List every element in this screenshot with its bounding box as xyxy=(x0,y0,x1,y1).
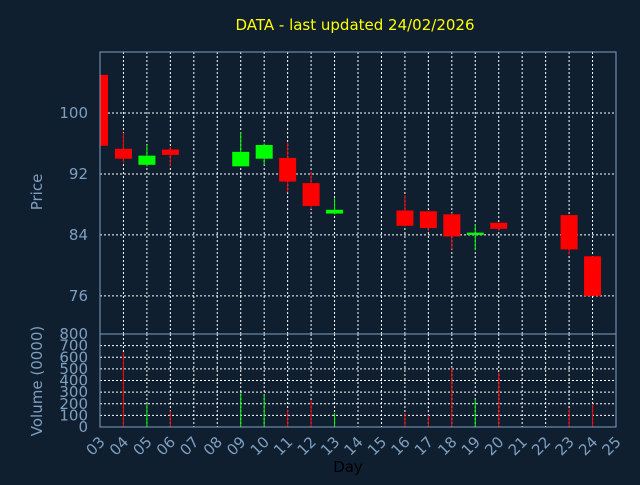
candle-body xyxy=(560,215,578,250)
price-tick-labels: 76 84 92 100 xyxy=(59,104,88,305)
volume-bars xyxy=(122,352,594,427)
candle-body xyxy=(326,209,344,214)
x-tick-label: 10 xyxy=(247,433,273,459)
candle-body xyxy=(584,256,602,296)
candle-body xyxy=(114,148,132,159)
x-tick-label: 23 xyxy=(552,433,578,459)
candle-body xyxy=(419,211,437,229)
x-tick-label: 03 xyxy=(83,433,109,459)
price-tick-label: 84 xyxy=(69,226,88,244)
x-tick-label: 14 xyxy=(341,433,367,459)
candle-body xyxy=(443,214,461,237)
volume-plot-frame xyxy=(99,333,617,428)
candle-body xyxy=(100,74,108,146)
x-tick-label: 07 xyxy=(176,433,202,459)
volume-tick-label: 200 xyxy=(59,395,88,413)
volume-tick-label: 400 xyxy=(59,372,88,390)
x-tick-label: 16 xyxy=(387,433,413,459)
candle-body xyxy=(302,183,320,206)
candle-body xyxy=(138,155,156,165)
x-tick-label: 18 xyxy=(434,433,460,459)
volume-tick-label: 700 xyxy=(59,337,88,355)
volume-tick-label: 800 xyxy=(59,325,88,343)
volume-axis-label: Volume (0000) xyxy=(28,326,46,436)
volume-tick-label: 100 xyxy=(59,406,88,424)
x-tick-label: 21 xyxy=(505,433,531,459)
price-tick-label: 92 xyxy=(69,165,88,183)
chart-title: DATA - last updated 24/02/2026 xyxy=(235,16,474,34)
candle-body xyxy=(490,222,508,229)
x-axis-label: Day xyxy=(333,458,363,476)
x-tick-label: 11 xyxy=(270,433,296,459)
x-tick-label: 06 xyxy=(153,433,179,459)
price-axis-label: Price xyxy=(28,174,46,211)
x-tick-labels: 0304050607080910111213141516171819202122… xyxy=(83,433,625,459)
x-tick-label: 22 xyxy=(528,433,554,459)
x-tick-label: 09 xyxy=(223,433,249,459)
x-tick-label: 12 xyxy=(294,433,320,459)
candle-body xyxy=(161,149,179,155)
x-tick-label: 17 xyxy=(411,433,437,459)
x-tick-label: 24 xyxy=(575,433,601,459)
candle-body xyxy=(232,151,250,167)
x-tick-label: 13 xyxy=(317,433,343,459)
x-tick-label: 08 xyxy=(200,433,226,459)
candle-body xyxy=(279,157,297,182)
price-tick-label: 100 xyxy=(59,104,88,122)
x-tick-label: 20 xyxy=(481,433,507,459)
candle-body xyxy=(255,144,273,159)
candle-body xyxy=(396,210,414,226)
x-tick-label: 25 xyxy=(599,433,625,459)
volume-tick-label: 0 xyxy=(78,418,88,436)
x-tick-label: 04 xyxy=(106,433,132,459)
candle-body xyxy=(466,232,484,235)
volume-tick-label: 600 xyxy=(59,348,88,366)
price-tick-label: 76 xyxy=(69,287,88,305)
volume-tick-label: 300 xyxy=(59,383,88,401)
x-tick-label: 19 xyxy=(458,433,484,459)
volume-tick-label: 500 xyxy=(59,360,88,378)
x-tick-label: 15 xyxy=(364,433,390,459)
candles xyxy=(99,74,602,296)
x-tick-label: 05 xyxy=(129,433,155,459)
